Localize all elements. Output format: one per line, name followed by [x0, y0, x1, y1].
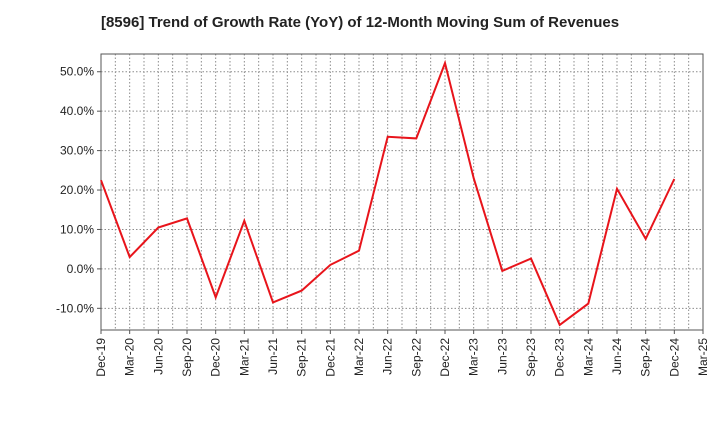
y-tick-label: 20.0%: [60, 183, 94, 197]
x-tick-label: Mar-21: [237, 338, 251, 376]
x-tick-label: Sep-24: [639, 338, 653, 377]
x-tick-label: Sep-21: [295, 338, 309, 377]
x-tick-label: Dec-23: [553, 338, 567, 377]
x-tick-label: Jun-21: [266, 338, 280, 375]
y-tick-label: -10.0%: [56, 301, 94, 315]
x-tick-label: Jun-20: [151, 338, 165, 375]
y-tick-label: 0.0%: [67, 262, 95, 276]
series-line: [100, 59, 676, 327]
x-tick-label: Sep-22: [409, 338, 423, 377]
x-tick-label: Dec-19: [94, 338, 108, 377]
y-axis-ticks: 50.0% 40.0% 30.0% 20.0% 10.0% 0.0% -10.0%: [56, 65, 101, 315]
x-tick-label: Sep-20: [180, 338, 194, 377]
y-tick-label: 40.0%: [60, 104, 94, 118]
x-tick-label: Mar-20: [123, 338, 137, 376]
chart-title: [8596] Trend of Growth Rate (YoY) of 12-…: [100, 14, 620, 31]
x-tick-label: Mar-23: [467, 338, 481, 376]
y-tick-label: 50.0%: [60, 65, 94, 79]
x-tick-label: Mar-25: [696, 338, 710, 376]
x-tick-label: Mar-24: [581, 338, 595, 376]
plot-frame: [100, 53, 704, 331]
y-tick-label: 10.0%: [60, 222, 94, 236]
x-tick-label: Sep-23: [524, 338, 538, 377]
x-tick-label: Dec-24: [667, 338, 681, 377]
x-tick-label: Dec-21: [323, 338, 337, 377]
grid-layer: [100, 54, 704, 330]
x-tick-label: Mar-22: [352, 338, 366, 376]
x-tick-label: Jun-24: [610, 338, 624, 375]
y-tick-label: 30.0%: [60, 144, 94, 158]
x-tick-label: Jun-22: [381, 338, 395, 375]
x-tick-label: Dec-22: [438, 338, 452, 377]
x-tick-label: Dec-20: [209, 338, 223, 377]
series-layer: [100, 59, 676, 327]
x-axis-ticks: Dec-19 Mar-20 Jun-20 Sep-20 Dec-20 Mar-21 Jun-…: [94, 330, 710, 377]
x-tick-label: Jun-23: [495, 338, 509, 375]
